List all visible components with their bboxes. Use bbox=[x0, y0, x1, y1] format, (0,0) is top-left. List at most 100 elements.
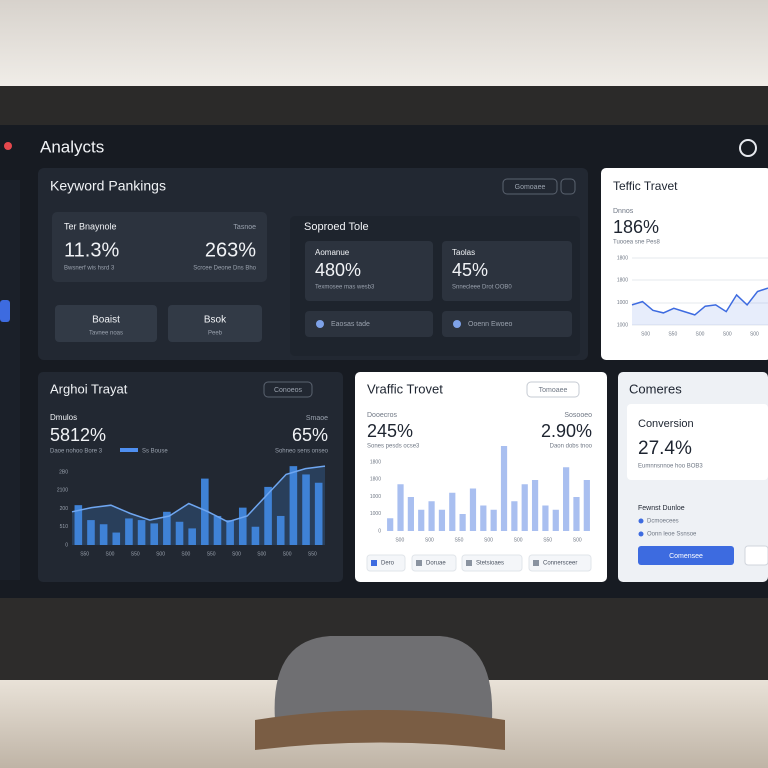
bar bbox=[563, 467, 570, 531]
stat-value: 245% bbox=[367, 421, 413, 441]
x-tick-label: S50 bbox=[308, 551, 317, 557]
bar bbox=[87, 520, 95, 545]
list-title: Fewnst Dunloe bbox=[638, 505, 685, 512]
bar bbox=[238, 507, 247, 545]
bar bbox=[490, 509, 497, 531]
stat-note: Texmosee mas wesb3 bbox=[315, 285, 375, 291]
line-area bbox=[632, 288, 768, 325]
button[interactable] bbox=[502, 178, 558, 195]
nav-item[interactable] bbox=[0, 300, 10, 322]
bullet bbox=[638, 531, 644, 537]
legend-label: Connersceer bbox=[543, 561, 577, 567]
bar bbox=[542, 505, 549, 531]
stat-note: Daoe nohoo Bore 3 bbox=[50, 449, 103, 455]
button[interactable] bbox=[526, 381, 580, 398]
panel-title: Comeres bbox=[629, 381, 682, 396]
x-tick-label: S00 bbox=[514, 537, 523, 543]
x-tick-label: S00 bbox=[181, 551, 190, 557]
y-tick-label: 1000 bbox=[617, 322, 628, 328]
x-tick-label: S50 bbox=[543, 537, 552, 543]
stat-label: Tasnoe bbox=[233, 224, 256, 231]
legend-label: Ss Bouse bbox=[142, 449, 168, 455]
stat-note: Sones pesds ocse3 bbox=[367, 444, 420, 450]
stat-note: Scrcee Deone Dns Bho bbox=[193, 266, 256, 272]
icon bbox=[453, 320, 461, 328]
dropdown[interactable] bbox=[442, 311, 572, 337]
bar bbox=[397, 484, 404, 531]
bar bbox=[407, 497, 414, 531]
y-tick-label: 1800 bbox=[370, 477, 381, 483]
legend-label: Dero bbox=[381, 561, 395, 567]
button[interactable] bbox=[638, 546, 734, 565]
stat-label: Taolas bbox=[452, 248, 475, 257]
bar bbox=[314, 482, 323, 545]
stat-card bbox=[52, 212, 267, 282]
button[interactable] bbox=[744, 545, 768, 566]
stat-label: Dnnos bbox=[613, 208, 634, 215]
line-area bbox=[72, 466, 325, 545]
chair-back bbox=[274, 636, 493, 720]
x-tick-label: S00 bbox=[723, 331, 732, 337]
legend-swatch bbox=[120, 448, 138, 452]
button-label: Bsok bbox=[204, 315, 227, 326]
user-icon[interactable] bbox=[739, 139, 757, 157]
panel-title: Keyword Pankings bbox=[50, 178, 166, 194]
bar bbox=[552, 509, 559, 531]
button-note: Peeb bbox=[208, 331, 223, 337]
bar bbox=[163, 511, 171, 545]
dropdown[interactable] bbox=[305, 311, 433, 337]
stat-label: Aomanue bbox=[315, 248, 350, 257]
y-tick-label: 1800 bbox=[617, 255, 628, 261]
button-label: Tomoaee bbox=[539, 387, 568, 394]
stat-card bbox=[305, 241, 433, 301]
x-tick-label: S00 bbox=[641, 331, 650, 337]
x-tick-label: S00 bbox=[105, 551, 114, 557]
panel bbox=[601, 168, 768, 360]
bar bbox=[188, 528, 196, 545]
button-label: Boaist bbox=[92, 315, 120, 326]
stat-value: 5812% bbox=[50, 425, 106, 445]
y-tick-label: 510 bbox=[60, 524, 69, 530]
bar bbox=[99, 524, 108, 545]
status-dot bbox=[4, 142, 12, 150]
x-tick-label: S00 bbox=[156, 551, 165, 557]
icon bbox=[316, 320, 324, 328]
bar bbox=[264, 486, 272, 545]
x-tick-label: S50 bbox=[207, 551, 216, 557]
legend-swatch bbox=[533, 560, 539, 566]
stat-label: Sosooeo bbox=[564, 412, 592, 419]
legend-chip bbox=[366, 554, 406, 572]
stat-value: 480% bbox=[315, 260, 361, 280]
button-note: Tavnee noas bbox=[89, 331, 123, 337]
bar bbox=[74, 505, 83, 545]
button-label: Gomoaee bbox=[515, 184, 546, 191]
x-tick-label: S00 bbox=[395, 537, 404, 543]
x-tick-label: S00 bbox=[750, 331, 759, 337]
stat-card bbox=[627, 404, 768, 480]
stat-note: Snnecleee Drot OOB0 bbox=[452, 285, 512, 291]
bar bbox=[531, 480, 539, 531]
dropdown[interactable] bbox=[560, 178, 576, 195]
frame bbox=[0, 86, 768, 126]
stat-value: 45% bbox=[452, 260, 488, 280]
x-tick-label: S00 bbox=[484, 537, 493, 543]
legend-chip bbox=[528, 554, 592, 572]
bullet bbox=[638, 518, 644, 524]
button[interactable] bbox=[55, 305, 157, 342]
y-tick-label: 0 bbox=[378, 528, 381, 534]
legend-chip bbox=[411, 554, 457, 572]
y-tick-label: 1800 bbox=[370, 459, 381, 465]
panel-title: Soproed Tole bbox=[304, 221, 369, 233]
panel-title: Vraffic Trovet bbox=[367, 381, 443, 396]
app-title: Analycts bbox=[40, 137, 104, 156]
stat-value: 186% bbox=[613, 217, 659, 237]
dropdown-label: Ooenn Ewoeo bbox=[468, 321, 512, 328]
chair-seat bbox=[255, 710, 505, 750]
bar bbox=[428, 501, 435, 531]
stat-value: 263% bbox=[205, 239, 256, 261]
panel-title: Arghoi Trayat bbox=[50, 381, 128, 396]
button[interactable] bbox=[263, 381, 313, 398]
y-tick-label: 200 bbox=[60, 506, 69, 512]
y-tick-label: 0 bbox=[65, 542, 68, 548]
button[interactable] bbox=[168, 305, 262, 342]
